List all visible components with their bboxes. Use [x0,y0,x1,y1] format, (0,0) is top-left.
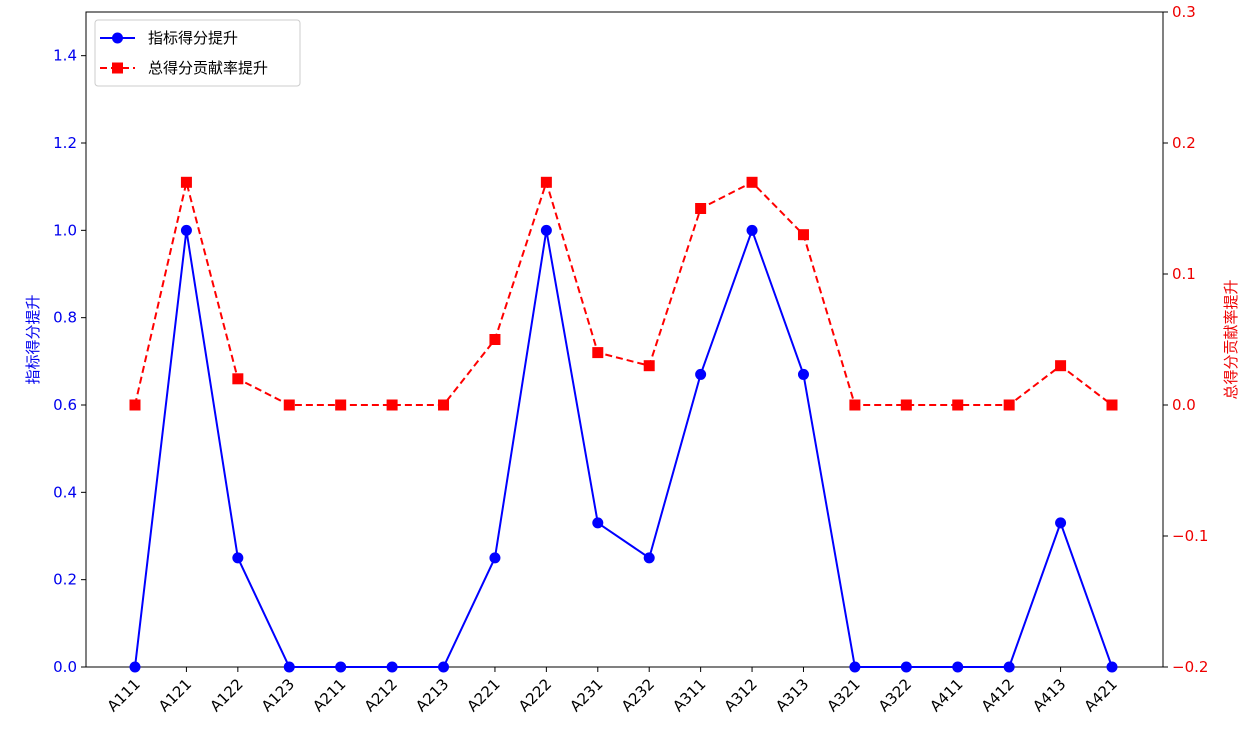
series-1-point [180,224,192,236]
legend-label: 总得分贡献率提升 [148,59,268,77]
series-2-point [180,176,192,188]
series-1-point [1003,661,1015,673]
series-1-point [592,517,604,529]
x-tick-label: A213 [412,675,452,715]
series-2-point [1106,399,1118,411]
legend-box [94,19,301,87]
series-1-point [952,661,964,673]
left-tick-label: 0.8 [53,309,77,327]
left-tick-label: 1.2 [53,134,77,152]
series-1-point [849,661,861,673]
x-tick-label: A313 [772,675,812,715]
x-tick-label: A212 [361,675,401,715]
series-1-point [232,552,244,564]
left-tick-label: 0.6 [53,396,77,414]
series-1-point [797,368,809,380]
series-1-point [283,661,295,673]
x-tick-label: A312 [721,675,761,715]
series-1-point [335,661,347,673]
series-2-point [746,176,758,188]
series-2-point [695,203,707,214]
series-2-point [797,229,809,241]
x-tick-label: A122 [206,675,246,715]
right-tick-label: −0.1 [1172,527,1208,545]
series-1-point [643,552,655,564]
left-tick-label: 1.0 [53,221,77,239]
series-1-point [438,661,450,673]
series-1-point [746,224,758,236]
series-2-point [643,360,655,372]
x-tick-label: A231 [566,675,606,715]
series-line-1 [134,227,1113,668]
x-tick-label: A322 [875,675,915,715]
x-tick-label: A111 [104,675,144,715]
series-line-2 [134,178,1113,406]
left-tick-label: 0.0 [53,658,77,676]
legend-label: 指标得分提升 [148,29,238,47]
series-1-point [1055,517,1067,529]
x-tick-label: A421 [1081,675,1121,715]
x-tick-label: A232 [618,675,658,715]
series-2-point [129,399,141,411]
x-tick-label: A221 [464,675,504,715]
series-2-point [900,399,912,411]
plot-frame [85,11,1164,668]
series-2-point [335,399,347,411]
right-axis-title: 总得分贡献率提升 [1222,279,1240,399]
series-2-point [592,347,604,359]
series-1-point [540,224,552,236]
x-tick-label: A321 [823,675,863,715]
left-tick-label: 0.2 [53,571,77,589]
x-tick-label: A211 [309,675,349,715]
x-tick-label: A123 [258,675,298,715]
series-1-point [129,661,141,673]
series-2-point [283,399,295,411]
x-tick-label: A413 [1029,675,1069,715]
series-2-point [540,176,552,188]
series-2-point [386,399,398,411]
series-1-point [489,552,501,564]
series-2-point [232,373,244,385]
right-tick-label: −0.2 [1172,658,1208,676]
x-tick-label: A412 [978,675,1018,715]
series-2-point [489,334,501,345]
x-tick-label: A222 [515,675,555,715]
right-tick-label: 0.3 [1172,3,1196,21]
legend-swatch-marker [112,32,123,44]
x-tick-label: A411 [926,675,966,715]
series-1-point [386,661,398,673]
x-tick-label: A311 [669,675,709,715]
left-tick-label: 0.4 [53,483,77,501]
series-2-point [952,399,964,411]
left-axis-title: 指标得分提升 [24,294,42,384]
series-1-point [695,368,707,380]
series-1-point [1106,661,1118,673]
series-2-point [1055,360,1067,372]
series-1-point [900,661,912,673]
x-tick-label: A121 [155,675,195,715]
series-2-point [849,399,861,411]
right-tick-label: 0.2 [1172,134,1196,152]
series-2-point [438,399,450,411]
legend-swatch-marker [112,62,123,74]
right-tick-label: 0.1 [1172,265,1196,283]
series-group [129,176,1118,673]
left-tick-label: 1.4 [53,47,77,65]
series-2-point [1003,399,1015,411]
right-tick-label: 0.0 [1172,396,1196,414]
